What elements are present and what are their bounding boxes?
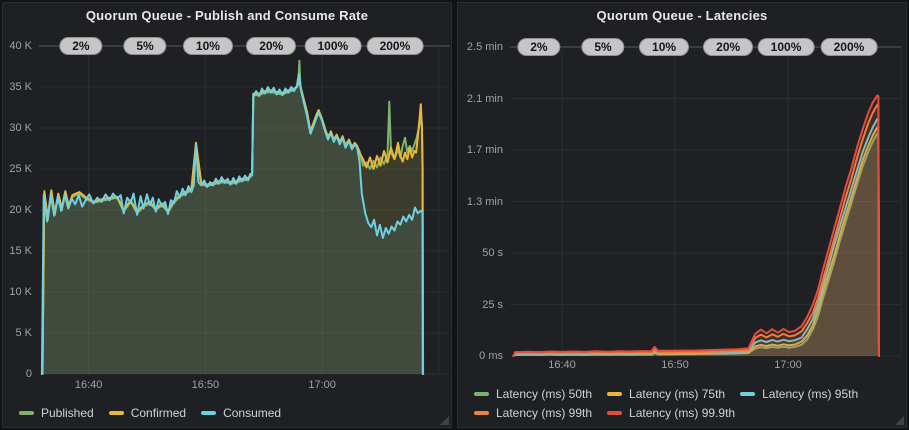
legend-item-confirmed[interactable]: Confirmed xyxy=(108,405,187,420)
y-axis-tick-label: 1.3 min xyxy=(466,195,503,208)
legend: Published Confirmed Consumed xyxy=(19,403,296,422)
y-axis-tick-label: 10 K xyxy=(9,286,32,298)
legend-row: Latency (ms) 99th Latency (ms) 99.9th xyxy=(474,403,873,422)
series-line-consumed xyxy=(40,72,425,375)
annotation-pill-5pct[interactable]: 5% xyxy=(581,38,625,56)
legend-label: Latency (ms) 50th xyxy=(496,386,593,401)
y-axis-tick-label: 20 K xyxy=(9,204,32,216)
legend-item-published[interactable]: Published xyxy=(19,406,94,420)
x-axis-tick-label: 16:40 xyxy=(548,359,576,371)
x-axis-tick-label: 16:50 xyxy=(191,379,220,391)
y-axis-tick-label: 30 K xyxy=(9,122,32,134)
annotation-pill-2pct[interactable]: 2% xyxy=(59,37,103,55)
x-axis-tick-label: 17:00 xyxy=(308,379,336,391)
series-fill-latency-ms-99-9th xyxy=(513,95,879,357)
panel-title[interactable]: Quorum Queue - Publish and Consume Rate xyxy=(85,8,369,23)
legend-color-dash xyxy=(19,410,34,415)
legend-color-dash xyxy=(740,391,756,396)
series-fill-latency-ms-95th xyxy=(513,119,879,356)
y-axis-tick-label: 35 K xyxy=(9,81,32,93)
y-axis-tick-label: 0 ms xyxy=(479,350,503,362)
x-axis-tick-label: 16:40 xyxy=(74,379,103,391)
legend-color-dash xyxy=(474,410,489,415)
legend-label: Published xyxy=(41,405,94,420)
legend-color-dash xyxy=(474,391,489,396)
annotation-pill-100pct[interactable]: 100% xyxy=(757,38,815,56)
legend-item-consumed[interactable]: Consumed xyxy=(201,406,281,420)
series-fill-latency-ms-75th xyxy=(513,127,879,356)
y-axis-tick-label: 0 xyxy=(25,368,32,380)
y-axis-tick-label: 2.1 min xyxy=(466,92,503,105)
legend: Latency (ms) 50th Latency (ms) 75th Latenc… xyxy=(474,384,873,422)
y-axis-tick-label: 5 K xyxy=(15,327,32,339)
panel-title[interactable]: Quorum Queue - Latencies xyxy=(596,8,768,23)
legend-color-dash xyxy=(108,410,124,415)
legend-label: Consumed xyxy=(223,405,282,420)
annotation-pill-10pct[interactable]: 10% xyxy=(639,38,690,56)
y-axis-tick-label: 40 K xyxy=(9,40,32,52)
annotation-pill-200pct[interactable]: 200% xyxy=(820,38,878,56)
legend-label: Latency (ms) 75th xyxy=(629,386,726,401)
legend-item-latency-ms-99th[interactable]: Latency (ms) 99th xyxy=(474,406,592,420)
panel-resize-handle[interactable] xyxy=(895,416,904,425)
legend-color-dash xyxy=(607,410,623,415)
annotation-pill-20pct[interactable]: 20% xyxy=(703,38,754,56)
legend-item-latency-ms-95th[interactable]: Latency (ms) 95th xyxy=(740,387,858,401)
time-series-chart[interactable] xyxy=(458,3,906,427)
annotation-pill-5pct[interactable]: 5% xyxy=(123,37,167,55)
y-axis-tick-label: 25 s xyxy=(482,298,503,311)
annotation-pill-100pct[interactable]: 100% xyxy=(304,37,362,55)
time-series-chart[interactable] xyxy=(3,3,451,427)
annotation-pill-200pct[interactable]: 200% xyxy=(366,37,424,55)
x-axis-tick-label: 16:50 xyxy=(661,359,689,371)
legend-color-dash xyxy=(201,410,217,415)
series-fill-latency-ms-50th xyxy=(513,133,879,356)
panel-resize-handle[interactable] xyxy=(440,416,449,425)
y-axis-tick-label: 50 s xyxy=(482,247,503,259)
panel-publish-consume-rate: Quorum Queue - Publish and Consume Rate … xyxy=(2,2,452,428)
legend-label: Latency (ms) 99th xyxy=(496,405,593,420)
y-axis-tick-label: 1.7 min xyxy=(466,144,503,156)
legend-item-latency-ms-99-9th[interactable]: Latency (ms) 99.9th xyxy=(607,406,735,420)
legend-label: Latency (ms) 99.9th xyxy=(629,405,736,420)
series-line-latency-ms-99-9th xyxy=(512,94,880,357)
x-axis-tick-label: 17:00 xyxy=(774,359,802,371)
series-fill-latency-ms-99th xyxy=(513,104,879,356)
y-axis-tick-label: 2.5 min xyxy=(466,41,503,53)
series-fill-consumed xyxy=(41,73,424,375)
y-axis-tick-label: 25 K xyxy=(9,163,32,175)
legend-row: Published Confirmed Consumed xyxy=(19,403,296,422)
y-axis-tick-label: 15 K xyxy=(9,245,32,257)
annotation-pill-20pct[interactable]: 20% xyxy=(246,37,297,55)
legend-label: Latency (ms) 95th xyxy=(762,386,859,401)
annotation-pill-2pct[interactable]: 2% xyxy=(517,38,561,56)
series-fill-confirmed xyxy=(42,78,423,375)
legend-item-latency-ms-75th[interactable]: Latency (ms) 75th xyxy=(607,387,725,401)
legend-item-latency-ms-50th[interactable]: Latency (ms) 50th xyxy=(474,387,592,401)
panel-latencies: Quorum Queue - Latencies Latency (ms) 50… xyxy=(457,2,907,428)
legend-color-dash xyxy=(607,391,623,396)
legend-row: Latency (ms) 50th Latency (ms) 75th Latenc… xyxy=(474,384,873,403)
legend-label: Confirmed xyxy=(130,405,187,420)
series-line-latency-ms-99th xyxy=(512,103,880,357)
annotation-pill-10pct[interactable]: 10% xyxy=(182,37,233,55)
